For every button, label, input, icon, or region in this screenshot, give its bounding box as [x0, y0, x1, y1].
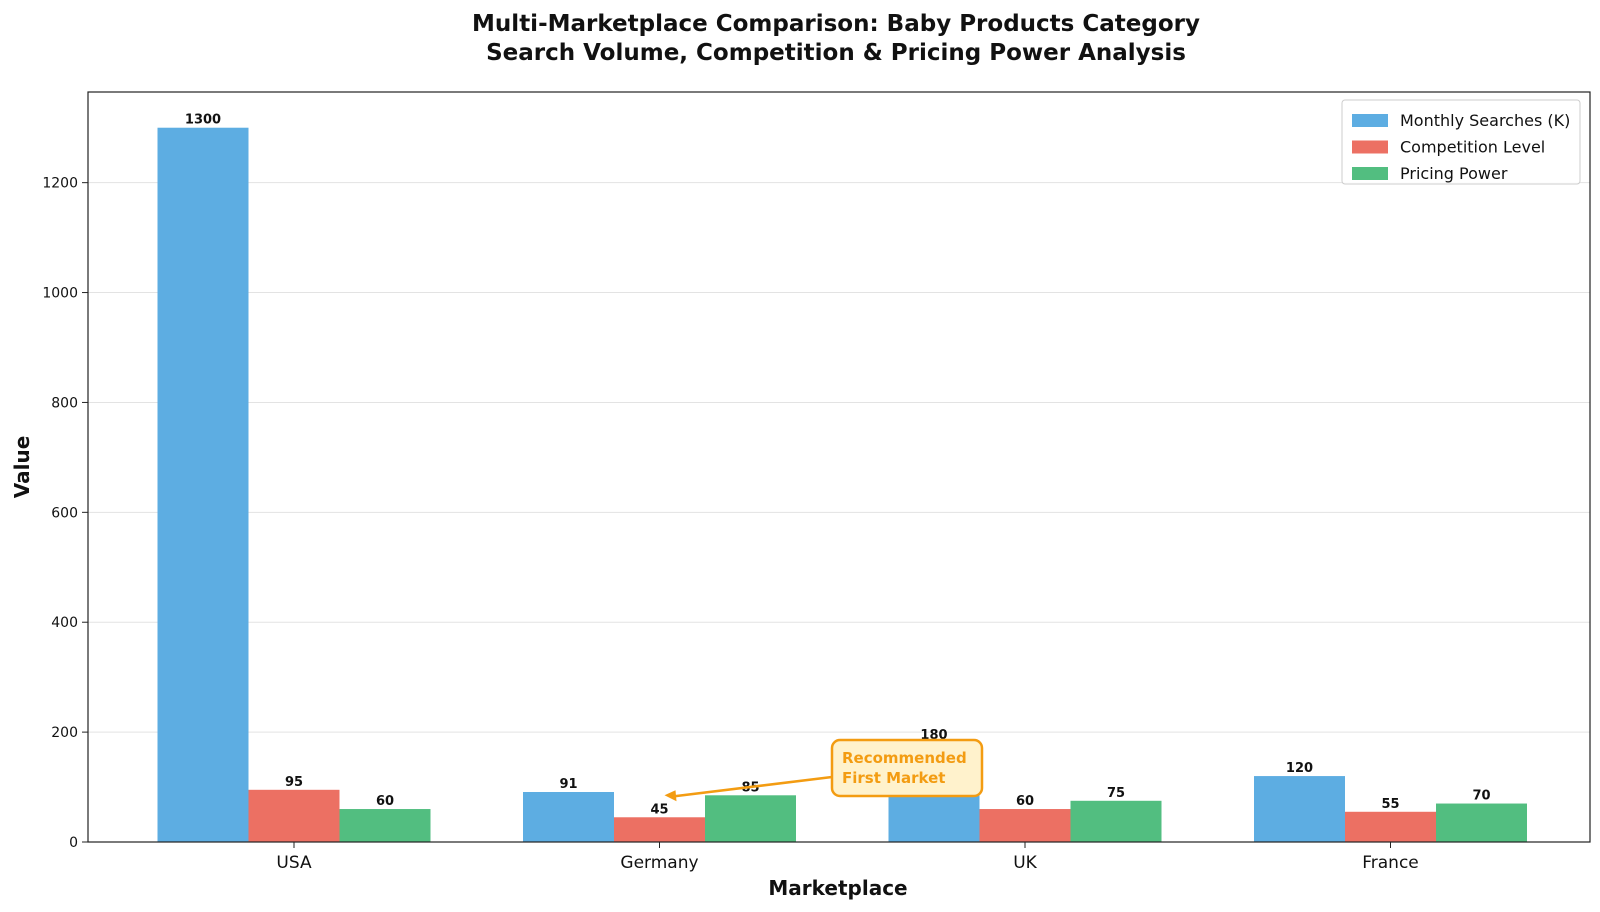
data-label: 70	[1472, 789, 1490, 804]
x-axis-ticks: USA Germany UK France	[276, 842, 1419, 873]
data-label: 75	[1107, 786, 1125, 801]
data-label: 95	[285, 775, 303, 790]
x-axis-label: Marketplace	[768, 876, 907, 900]
bar-uk-2	[1070, 800, 1162, 842]
chart-title: Multi-Marketplace Comparison: Baby Produ…	[472, 11, 1200, 66]
bar-germany-1	[614, 817, 705, 842]
legend-label: Pricing Power	[1400, 164, 1508, 183]
bar-usa-0	[157, 127, 249, 842]
y-tick-label: 1000	[42, 286, 78, 302]
chart-title-line-1: Multi-Marketplace Comparison: Baby Produ…	[472, 11, 1200, 37]
annotation-text-line: First Market	[842, 769, 945, 787]
plot-frame	[87, 91, 1591, 843]
y-grid	[88, 182, 1590, 733]
bar-france-1	[1345, 811, 1436, 842]
y-tick-label: 0	[69, 835, 78, 851]
y-tick-label: 400	[51, 615, 78, 631]
y-axis-label: Value	[10, 436, 34, 499]
data-label: 60	[1016, 794, 1034, 809]
data-label: 60	[376, 794, 394, 809]
x-tick-label: France	[1362, 853, 1419, 873]
bar-uk-1	[979, 809, 1071, 842]
annotation-text-line: Recommended	[842, 749, 967, 767]
bar-germany-0	[523, 792, 614, 842]
legend-label: Competition Level	[1400, 138, 1545, 157]
y-tick-label: 200	[51, 725, 78, 741]
legend-swatch	[1352, 167, 1388, 180]
y-tick-label: 1200	[42, 176, 78, 192]
y-tick-label: 800	[51, 395, 78, 411]
y-axis-ticks: 0 200 400 600 800 1000 1200	[42, 176, 88, 851]
data-labels: 1300956091458518060751205570	[185, 113, 1491, 818]
bar-france-0	[1254, 776, 1345, 842]
legend: Monthly Searches (K) Competition Level Pri…	[1341, 99, 1581, 185]
bar-germany-2	[705, 795, 796, 842]
annotation-box	[830, 738, 984, 798]
y-tick-label: 600	[51, 505, 78, 521]
x-tick-label: Germany	[620, 853, 698, 873]
bar-usa-2	[339, 809, 431, 842]
bars	[157, 127, 1527, 842]
bar-france-2	[1436, 803, 1527, 842]
data-label: 55	[1381, 797, 1399, 812]
legend-swatch	[1352, 140, 1388, 154]
annotation: Recommended First Market	[664, 738, 984, 802]
annotation-arrow-line	[674, 775, 833, 798]
legend-box	[1341, 99, 1581, 185]
legend-swatch	[1352, 114, 1388, 127]
legend-label: Monthly Searches (K)	[1400, 111, 1570, 130]
chart-title-line-2: Search Volume, Competition & Pricing Pow…	[486, 40, 1186, 66]
bar-usa-1	[248, 789, 340, 842]
data-label: 1300	[185, 113, 221, 128]
data-label: 45	[650, 802, 668, 817]
x-tick-label: UK	[1013, 853, 1037, 873]
x-tick-label: USA	[276, 853, 312, 873]
data-label: 120	[1286, 761, 1313, 776]
annotation-arrow-head	[664, 790, 677, 802]
data-label: 91	[559, 777, 577, 792]
